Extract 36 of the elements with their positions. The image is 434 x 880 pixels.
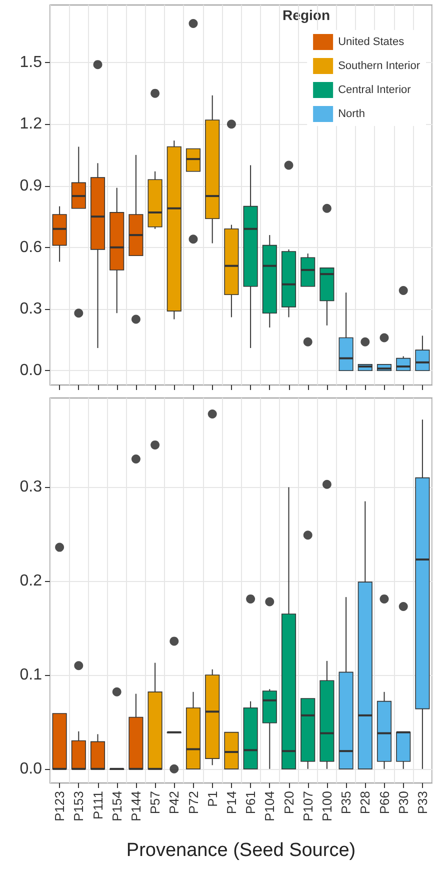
legend-title: Region <box>282 7 330 23</box>
x-tick-label: P57 <box>148 791 163 814</box>
x-tick-label: P14 <box>224 791 239 814</box>
x-tick-label: P144 <box>128 791 144 822</box>
x-tick-label: P20 <box>281 791 296 814</box>
x-tick-label: P104 <box>262 791 278 822</box>
x-tick-label: P35 <box>338 791 354 814</box>
legend-label: Central Interior <box>338 84 412 96</box>
y-tick-label: 1.5 <box>20 54 42 72</box>
x-tick-label: P33 <box>414 791 430 814</box>
x-tick-label: P1 <box>204 791 220 807</box>
y-tick-label: 0.0 <box>20 362 42 380</box>
x-tick-label: P66 <box>376 791 392 814</box>
x-tick-label: P30 <box>396 791 411 814</box>
y-tick-label: 1.2 <box>20 116 42 133</box>
x-tick-label: P72 <box>186 791 201 814</box>
x-tick-label: P153 <box>71 791 86 822</box>
legend-label: North <box>338 108 365 120</box>
x-tick-label: P100 <box>319 791 334 822</box>
y-tick-label: 0.1 <box>20 666 42 684</box>
x-tick-label: P123 <box>52 791 68 822</box>
x-axis-title: Provenance (Seed Source) <box>126 840 356 861</box>
y-tick-label: 0.3 <box>20 300 42 318</box>
x-tick-label: P28 <box>358 791 373 814</box>
y-tick-label: 0.6 <box>20 238 42 256</box>
legend-label: United States <box>338 36 405 48</box>
y-tick-label: 0.9 <box>20 177 42 194</box>
x-tick-label: P42 <box>166 791 182 814</box>
x-tick-label: P61 <box>243 791 258 814</box>
y-tick-label: 0.3 <box>20 478 42 496</box>
y-tick-label: 0.2 <box>20 572 42 590</box>
x-tick-label: P107 <box>300 791 316 822</box>
x-tick-label: P111 <box>90 791 106 820</box>
y-tick-label: 0.0 <box>20 760 42 778</box>
x-tick-label: P154 <box>109 791 124 822</box>
legend-label: Southern Interior <box>338 60 420 72</box>
